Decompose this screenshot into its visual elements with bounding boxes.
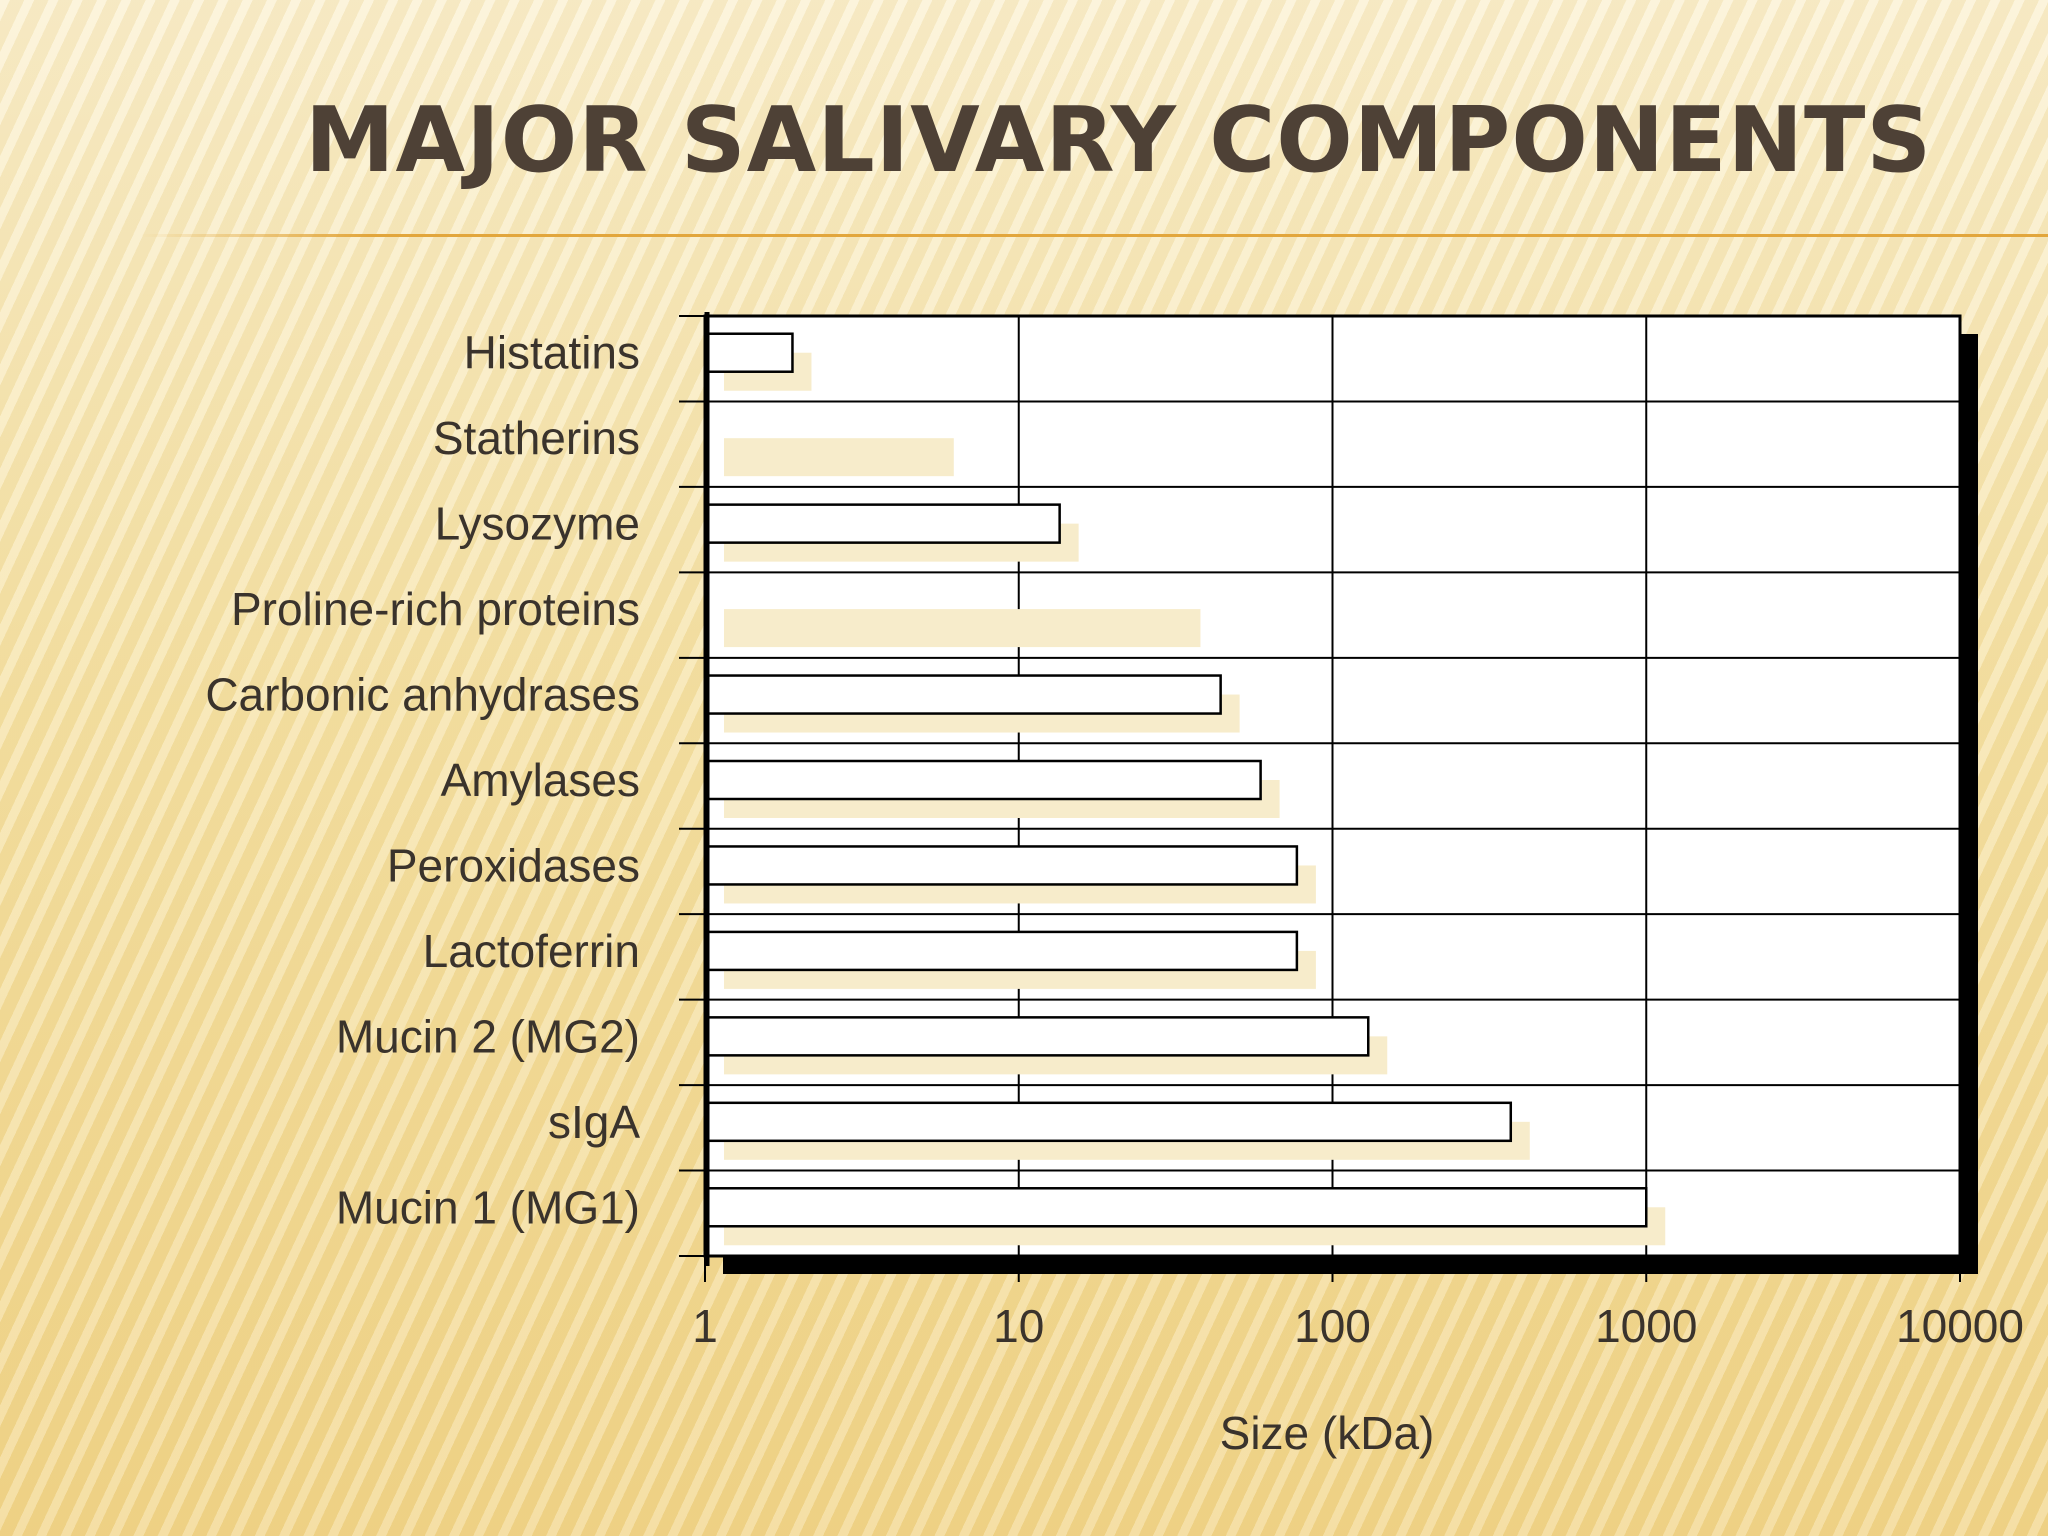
category-label: Carbonic anhydrases bbox=[205, 669, 640, 721]
bar bbox=[703, 674, 1222, 715]
bar bbox=[703, 1187, 1648, 1228]
category-label: sIgA bbox=[548, 1096, 640, 1148]
bar bbox=[703, 1101, 1513, 1143]
category-label: Peroxidases bbox=[387, 839, 640, 891]
category-label: Lactoferrin bbox=[423, 925, 640, 977]
bar bbox=[703, 759, 1262, 801]
x-tick-label: 1000 bbox=[1595, 1300, 1697, 1352]
bar bbox=[703, 503, 1061, 544]
x-tick-label: 10000 bbox=[1896, 1300, 2024, 1352]
category-label: Mucin 1 (MG1) bbox=[336, 1181, 640, 1233]
bar bbox=[703, 1016, 1370, 1057]
bar-shadow bbox=[724, 438, 954, 477]
category-label: Mucin 2 (MG2) bbox=[336, 1010, 640, 1062]
category-label: Amylases bbox=[441, 754, 640, 806]
bar-shadow bbox=[724, 609, 1201, 648]
x-tick-label: 100 bbox=[1294, 1300, 1371, 1352]
category-label: Lysozyme bbox=[435, 498, 640, 550]
x-tick-label: 10 bbox=[993, 1300, 1044, 1352]
category-label: Histatins bbox=[464, 327, 640, 379]
bar bbox=[703, 930, 1299, 972]
slide-title: MAJOR SALIVARY COMPONENTS bbox=[305, 88, 1933, 193]
category-label: Proline-rich proteins bbox=[231, 583, 640, 635]
bar bbox=[703, 332, 794, 373]
x-tick-label: 1 bbox=[692, 1300, 718, 1352]
x-axis-label: Size (kDa) bbox=[1220, 1407, 1435, 1459]
bar bbox=[703, 845, 1299, 886]
category-label: Statherins bbox=[433, 412, 640, 464]
title-divider bbox=[140, 234, 2048, 237]
